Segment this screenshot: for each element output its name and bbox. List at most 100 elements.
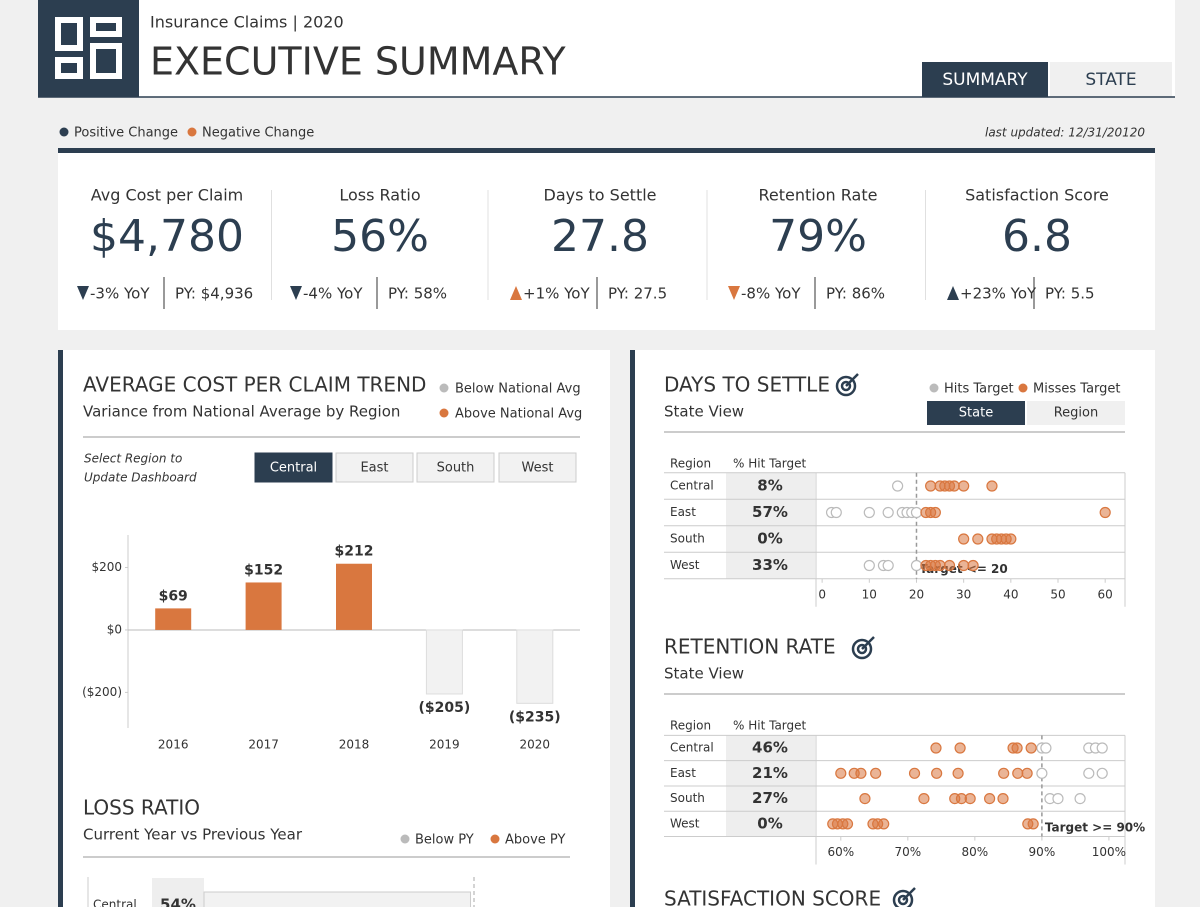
dot bbox=[948, 480, 960, 492]
bar bbox=[425, 629, 463, 695]
x-tick-label: 30 bbox=[956, 587, 971, 601]
filter-button[interactable] bbox=[498, 452, 577, 483]
filter-button[interactable] bbox=[335, 452, 414, 483]
x-tick-label: 40 bbox=[1003, 587, 1018, 601]
filter-button-label[interactable]: Central bbox=[270, 461, 317, 476]
dot bbox=[1005, 533, 1017, 545]
filter-button[interactable] bbox=[416, 452, 495, 483]
dot bbox=[934, 559, 946, 572]
header-title: EXECUTIVE SUMMARY bbox=[150, 40, 566, 84]
kpi-change: -4% YoY bbox=[303, 285, 363, 303]
kpi-label: Retention Rate bbox=[759, 186, 878, 205]
tab-label[interactable]: STATE bbox=[1085, 70, 1136, 90]
x-tick-label: 2019 bbox=[429, 738, 460, 752]
chart-subtitle: Variance from National Average by Region bbox=[83, 403, 400, 421]
bar bbox=[155, 608, 192, 630]
y-tick-label: $200 bbox=[91, 560, 122, 574]
row-pct: 8% bbox=[757, 477, 782, 495]
dot bbox=[967, 559, 979, 572]
row-label: South bbox=[670, 791, 705, 805]
target-icon bbox=[835, 373, 916, 907]
value-label: $212 bbox=[335, 544, 374, 560]
dot bbox=[964, 792, 976, 805]
kpi-value: 79% bbox=[769, 211, 867, 262]
row-label: Central bbox=[670, 479, 714, 493]
legend-label: Misses Target bbox=[1033, 382, 1121, 397]
dot bbox=[930, 742, 942, 754]
x-tick-label: 70% bbox=[894, 845, 921, 859]
dot bbox=[954, 742, 966, 754]
row-pct: 46% bbox=[752, 739, 788, 757]
filter-label: Update Dashboard bbox=[84, 471, 197, 485]
dot bbox=[1011, 742, 1023, 754]
chart-title: LOSS RATIO bbox=[83, 796, 200, 820]
dot bbox=[863, 559, 875, 572]
kpi-change: -3% YoY bbox=[90, 285, 150, 303]
kpi-label: Days to Settle bbox=[544, 186, 657, 205]
dot bbox=[958, 559, 970, 572]
tab-label[interactable]: SUMMARY bbox=[942, 70, 1028, 90]
dot bbox=[910, 559, 923, 572]
pct-column-bg bbox=[152, 878, 204, 907]
kpi-value: 27.8 bbox=[551, 211, 649, 262]
trend-arrow bbox=[947, 286, 959, 300]
kpi-py: PY: $4,936 bbox=[175, 285, 253, 303]
dot bbox=[1027, 818, 1039, 830]
chart-title: DAYS TO SETTLE bbox=[664, 373, 830, 397]
x-tick-label: 90% bbox=[1029, 845, 1056, 859]
dot bbox=[986, 480, 998, 492]
last-updated: last updated: 12/31/20120 bbox=[985, 126, 1145, 140]
legend-label: Below PY bbox=[415, 833, 474, 848]
dot bbox=[1099, 506, 1111, 519]
dot bbox=[1021, 767, 1033, 779]
filter-button[interactable] bbox=[254, 452, 333, 483]
dot bbox=[1025, 742, 1037, 754]
toggle-button[interactable] bbox=[1027, 401, 1125, 425]
bar bbox=[203, 891, 472, 907]
dot bbox=[997, 792, 1009, 805]
x-tick-label: 10 bbox=[862, 587, 877, 601]
kpi-label: Satisfaction Score bbox=[965, 186, 1109, 205]
dot bbox=[918, 792, 930, 805]
legend-label: Above PY bbox=[505, 833, 565, 848]
filter-button-label[interactable]: East bbox=[360, 461, 388, 476]
kpi-change: -8% YoY bbox=[741, 285, 801, 303]
kpi-label: Avg Cost per Claim bbox=[91, 186, 244, 205]
x-tick-label: 60 bbox=[1098, 587, 1113, 601]
kpi-card bbox=[58, 150, 1155, 330]
chart-subtitle: Current Year vs Previous Year bbox=[83, 826, 303, 844]
value-label: $69 bbox=[159, 588, 188, 604]
value-label: ($235) bbox=[509, 709, 561, 725]
tab-state[interactable] bbox=[1050, 62, 1172, 97]
legend-dot bbox=[400, 834, 410, 844]
toggle-label[interactable]: Region bbox=[1054, 406, 1099, 421]
kpi-py: PY: 5.5 bbox=[1045, 285, 1095, 303]
dot bbox=[931, 767, 943, 779]
row-pct: 54% bbox=[160, 896, 196, 907]
dot bbox=[998, 767, 1010, 779]
dot bbox=[1096, 767, 1108, 779]
x-tick-label: 2017 bbox=[248, 738, 279, 752]
dot bbox=[908, 767, 921, 779]
value-label: ($205) bbox=[419, 700, 471, 716]
row-label: Central bbox=[93, 898, 137, 907]
filter-button-label[interactable]: West bbox=[522, 461, 554, 476]
dot bbox=[958, 533, 970, 545]
dot bbox=[910, 506, 923, 519]
trend-arrow bbox=[728, 286, 740, 300]
row-pct: 0% bbox=[757, 814, 782, 832]
chart-title: RETENTION RATE bbox=[664, 635, 836, 659]
legend-dot bbox=[187, 127, 197, 137]
filter-button-label[interactable]: South bbox=[437, 461, 475, 476]
toggle-button[interactable] bbox=[927, 401, 1025, 425]
toggle-label[interactable]: State bbox=[959, 406, 993, 421]
x-tick-label: 100% bbox=[1092, 845, 1126, 859]
legend-dot bbox=[59, 127, 69, 137]
column-header: % Hit Target bbox=[733, 719, 807, 733]
left-card bbox=[58, 350, 610, 907]
column-header: Region bbox=[670, 719, 711, 733]
x-tick-label: 2020 bbox=[520, 738, 551, 752]
tab-summary[interactable] bbox=[922, 62, 1048, 97]
